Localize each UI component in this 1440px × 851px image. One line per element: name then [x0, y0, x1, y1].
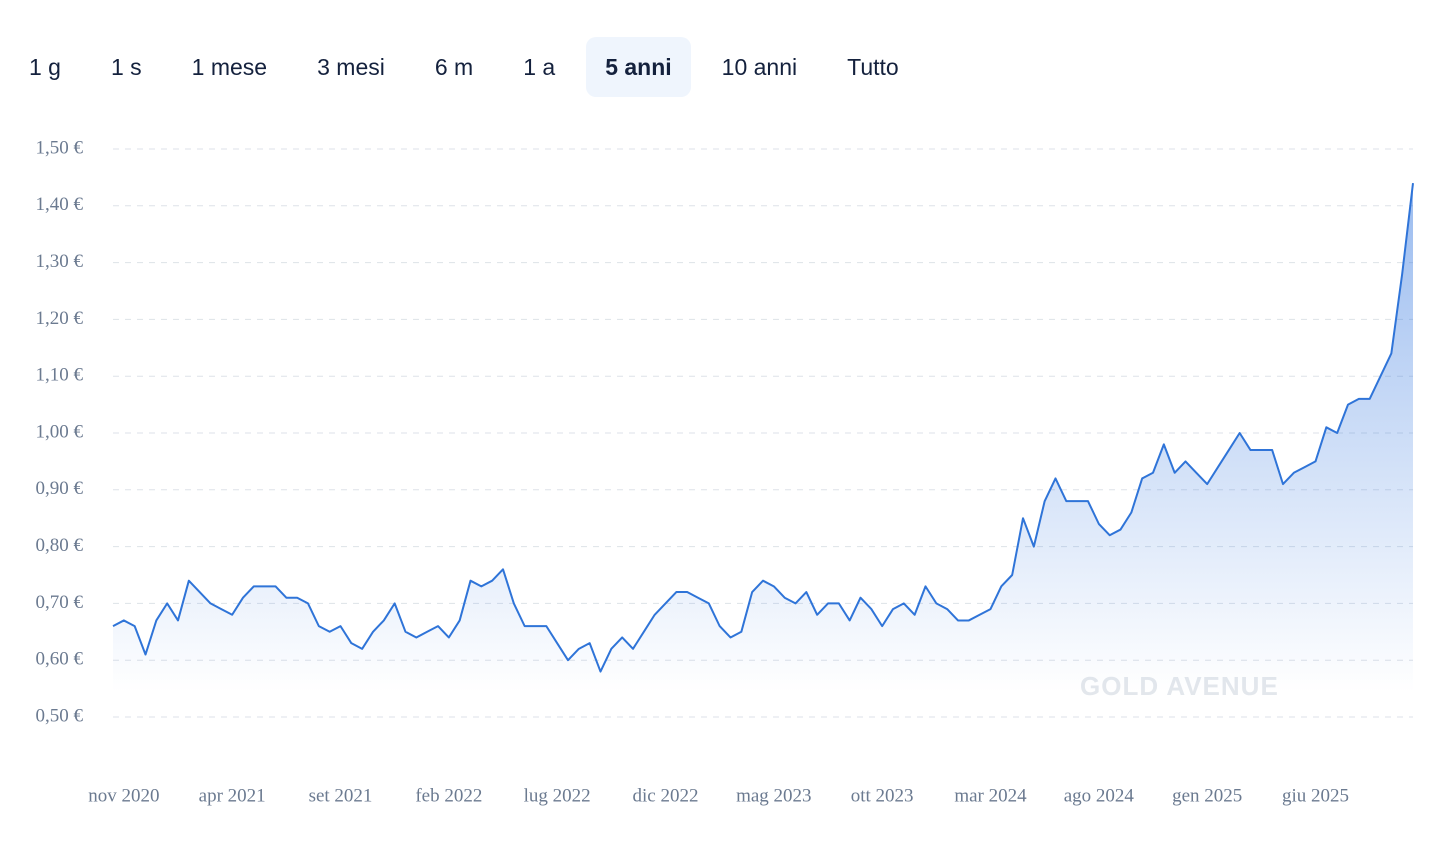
- range-tab[interactable]: 10 anni: [721, 54, 798, 80]
- line-area: [113, 183, 1413, 692]
- x-tick-label: gen 2025: [1172, 785, 1242, 806]
- range-tab[interactable]: 3 mesi: [317, 54, 385, 80]
- x-tick-label: giu 2025: [1282, 785, 1349, 806]
- x-tick-label: mag 2023: [736, 785, 811, 806]
- x-tick-label: set 2021: [309, 785, 373, 806]
- y-tick-label: 0,80 €: [36, 535, 84, 556]
- y-tick-label: 0,50 €: [36, 705, 84, 726]
- range-tab[interactable]: 5 anni: [586, 37, 691, 97]
- y-tick-label: 1,50 €: [36, 137, 84, 158]
- x-tick-label: apr 2021: [199, 785, 266, 806]
- y-tick-label: 1,20 €: [36, 308, 84, 329]
- y-tick-label: 1,30 €: [36, 251, 84, 272]
- x-tick-label: ago 2024: [1064, 785, 1135, 806]
- y-tick-label: 0,60 €: [36, 649, 84, 670]
- range-tab[interactable]: 6 m: [434, 54, 474, 80]
- range-tab[interactable]: 1 g: [29, 54, 61, 80]
- y-tick-label: 1,00 €: [36, 421, 84, 442]
- y-tick-label: 1,10 €: [36, 365, 84, 386]
- y-tick-label: 1,40 €: [36, 194, 84, 215]
- range-tab[interactable]: 1 a: [523, 54, 556, 80]
- range-tab[interactable]: 1 mese: [191, 54, 268, 80]
- x-tick-label: mar 2024: [954, 785, 1027, 806]
- range-tabs: 1 g 1 s 1 mese 3 mesi 6 m 1 a 5 anni 10 anni Tut…: [10, 37, 930, 97]
- y-tick-label: 0,70 €: [36, 592, 84, 613]
- y-tick-label: 0,90 €: [36, 478, 84, 499]
- x-tick-label: dic 2022: [633, 785, 699, 806]
- x-tick-label: ott 2023: [851, 785, 914, 806]
- x-tick-label: nov 2020: [88, 785, 159, 806]
- x-tick-label: feb 2022: [415, 785, 482, 806]
- line: [112, 182, 1414, 673]
- range-tab[interactable]: 1 s: [110, 54, 142, 80]
- x-tick-label: lug 2022: [524, 785, 591, 806]
- range-tab[interactable]: Tutto: [847, 54, 899, 80]
